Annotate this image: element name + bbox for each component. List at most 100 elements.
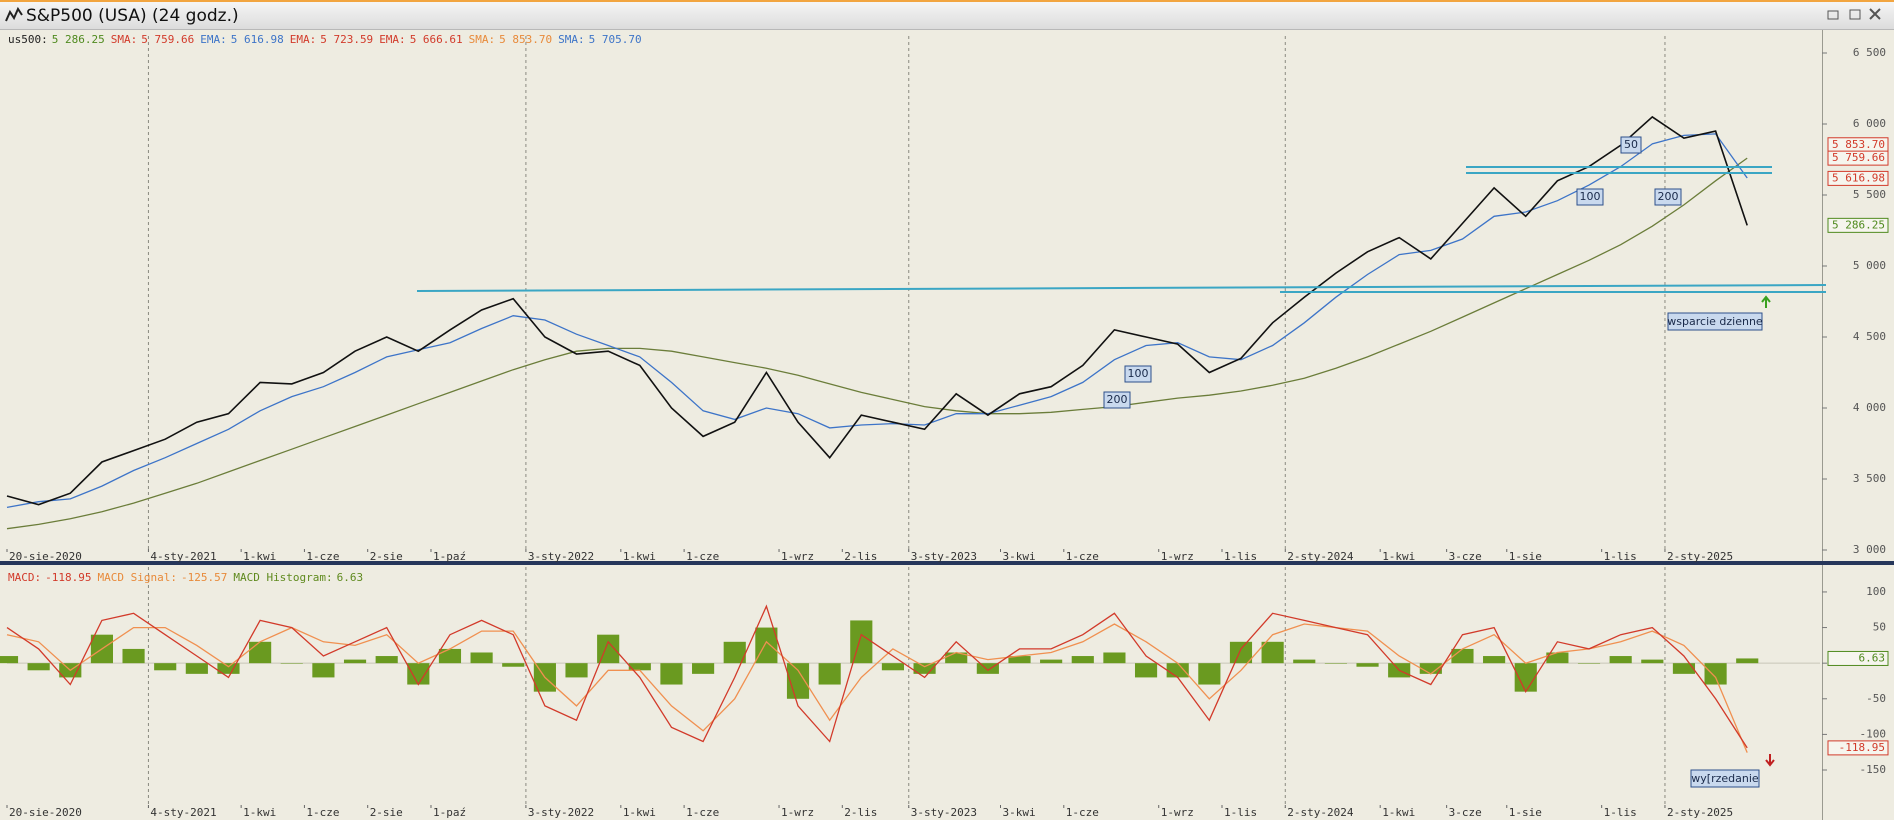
y-tick-label: 6 000 [1853, 117, 1886, 130]
histogram-bar [502, 663, 525, 667]
histogram-bar [1672, 663, 1696, 674]
legend: us500: 5 286.25 SMA: 5 759.66 EMA: 5 616.98 EM… [8, 33, 642, 46]
annotation-box [1620, 136, 1642, 154]
x-tick-label: 1-wrz [1161, 550, 1194, 563]
x-tick-label: 20-sie-2020 [9, 806, 82, 819]
series-line [6, 157, 1748, 530]
histogram-bar [818, 663, 841, 685]
histogram-bar [881, 663, 905, 671]
support-line [416, 284, 1827, 292]
x-tick-label: 1-kwi [623, 550, 656, 563]
annotation-box [1667, 312, 1763, 331]
annotation: 50 [1624, 138, 1638, 151]
x-tick-label: 1-cze [1066, 806, 1099, 819]
y-tick-label: 5 500 [1853, 188, 1886, 201]
histogram-bar [1166, 663, 1189, 678]
price-tag [1827, 740, 1889, 756]
price-tag-label: 5 616.98 [1832, 171, 1885, 184]
price-tag [1827, 170, 1889, 186]
histogram-bar [1704, 663, 1727, 685]
x-tick-label: 1-lis [1604, 806, 1637, 819]
histogram-bar [0, 656, 19, 664]
x-tick-label: 1-kwi [1382, 806, 1415, 819]
annotation: 200 [1658, 190, 1679, 203]
legend: MACD: -118.95 MACD Signal: -125.57 MACD Hist… [8, 571, 363, 584]
histogram-bar [723, 641, 746, 664]
title-bar-accent [0, 0, 1894, 2]
histogram-bar [1451, 648, 1474, 664]
histogram-bar [755, 627, 778, 664]
histogram-bar [1356, 663, 1379, 667]
histogram-bar [1261, 641, 1284, 664]
histogram-bar [1103, 652, 1126, 664]
histogram-bar [280, 663, 303, 664]
x-tick-label: 3-sty-2022 [528, 550, 594, 563]
y-tick-label: 100 [1866, 585, 1886, 598]
x-tick-label: 2-sty-2025 [1667, 550, 1733, 563]
x-tick-label: 1-wrz [781, 806, 814, 819]
histogram-bar [628, 663, 651, 671]
x-tick-label: 3-cze [1449, 550, 1482, 563]
x-tick-label: 1-cze [1066, 550, 1099, 563]
histogram-bar [1198, 663, 1221, 685]
price-tag [1827, 650, 1889, 666]
x-tick-label: 3-cze [1449, 806, 1482, 819]
series-line [6, 115, 1748, 506]
price-tag [1827, 150, 1889, 166]
title-bar [0, 0, 1894, 29]
histogram-bar [1577, 663, 1601, 664]
down-arrow [1765, 754, 1775, 767]
x-tick-label: 1-cze [306, 806, 339, 819]
histogram-bar [1641, 659, 1664, 664]
legend-value: 5 286.25 [52, 33, 105, 46]
restore-button[interactable] [1849, 9, 1861, 20]
series-line [6, 604, 1748, 749]
y-tick-label: -100 [1860, 727, 1887, 740]
x-tick-label: 1-kwi [243, 806, 276, 819]
x-tick-label: 1-cze [686, 806, 719, 819]
legend-value: 5 705.70 [589, 33, 642, 46]
histogram-bar [850, 620, 873, 664]
close-button[interactable] [1869, 8, 1881, 20]
x-tick-label: 3-sty-2023 [911, 550, 977, 563]
annotation-box [1690, 769, 1760, 788]
legend-value: 6.63 [337, 571, 364, 584]
x-tick-label: 1-sie [1509, 806, 1542, 819]
price-tag-label: -118.95 [1839, 741, 1885, 754]
histogram-bar [1736, 658, 1759, 664]
histogram-bar [1514, 663, 1537, 692]
chart-layer: 20-sie-2020 4-sty-2021 1-kwi 1-cze 2-sie 1-pa… [0, 33, 1889, 819]
legend-value: 5 616.98 [231, 33, 284, 46]
window-title: S&P500 (USA) (24 godz.) [26, 6, 239, 26]
minimize-button[interactable] [1827, 10, 1839, 20]
x-tick-label: 1-cze [306, 550, 339, 563]
histogram-bar [1546, 652, 1569, 664]
x-tick-label: 1-wrz [1161, 806, 1194, 819]
x-tick-label: 3-kwi [1003, 550, 1036, 563]
legend-label: MACD Signal: [97, 571, 176, 584]
histogram-bar [1483, 656, 1506, 664]
chart-icon [5, 6, 23, 22]
y-tick-label: 4 000 [1853, 401, 1886, 414]
x-tick-label: 1-lis [1224, 806, 1257, 819]
up-arrow [1761, 295, 1771, 308]
histogram-bar [1040, 659, 1063, 664]
x-tick-label: 2-sty-2025 [1667, 806, 1733, 819]
x-tick-label: 1-paź [433, 806, 466, 819]
histogram-bar [1229, 641, 1253, 664]
window-buttons[interactable] [1827, 8, 1881, 20]
histogram-bar [976, 663, 999, 674]
x-tick-label: 1-kwi [623, 806, 656, 819]
x-tick-label: 1-kwi [1382, 550, 1415, 563]
histogram-bar [375, 656, 398, 664]
histogram-bar [122, 648, 145, 664]
histogram-bar [343, 659, 367, 664]
series-line [6, 133, 1748, 509]
legend-value: -125.57 [181, 571, 227, 584]
legend-label: EMA: [290, 33, 317, 46]
x-tick-label: 1-lis [1604, 550, 1637, 563]
x-tick-label: 3-kwi [1003, 806, 1036, 819]
legend-label: SMA: [558, 33, 585, 46]
support-lines [416, 166, 1827, 293]
histogram-bar [154, 663, 177, 671]
